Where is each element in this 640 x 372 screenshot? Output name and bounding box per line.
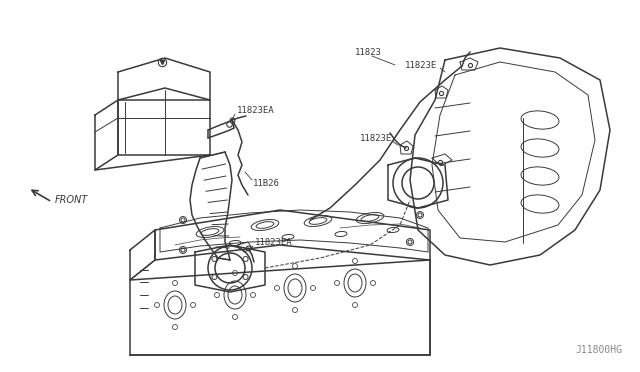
Text: 11823: 11823 bbox=[355, 48, 382, 57]
Text: 11B26: 11B26 bbox=[253, 179, 280, 187]
Text: FRONT: FRONT bbox=[55, 195, 88, 205]
Text: 11823E: 11823E bbox=[405, 61, 437, 70]
Text: 11823EA: 11823EA bbox=[237, 106, 275, 115]
Text: 11823EA: 11823EA bbox=[255, 237, 292, 247]
Text: 11823E: 11823E bbox=[360, 134, 392, 142]
Text: J11800HG: J11800HG bbox=[575, 345, 622, 355]
